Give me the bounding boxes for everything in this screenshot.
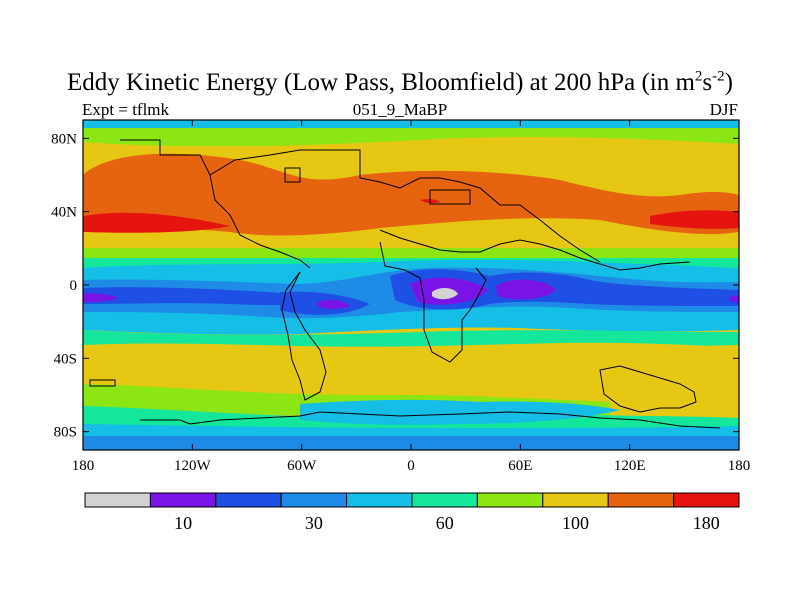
- colorbar-swatch: [673, 492, 740, 508]
- plot-title: Eddy Kinetic Energy (Low Pass, Bloomfiel…: [67, 68, 733, 96]
- colorbar-swatch: [346, 492, 413, 508]
- eke-field: [83, 120, 739, 450]
- colorbar-label: 30: [305, 513, 323, 533]
- coastlines: [89, 139, 721, 429]
- colorbar-label: 60: [436, 513, 454, 533]
- run-label: 051_9_MaBP: [352, 100, 448, 119]
- colorbar-swatch: [215, 492, 282, 508]
- colorbar-swatch: [280, 492, 348, 508]
- colorbar-swatch: [542, 492, 609, 508]
- x-tick-label: 60E: [508, 458, 532, 474]
- y-axis: 80N 40N 0 40S 80S: [51, 131, 739, 441]
- x-tick-label: 120E: [614, 458, 646, 474]
- x-tick-label: 0: [407, 458, 415, 474]
- colorbar-swatch: [84, 492, 151, 508]
- y-tick-label: 80N: [51, 131, 77, 147]
- y-tick-label: 40N: [51, 205, 77, 221]
- colorbar-swatch: [411, 492, 478, 508]
- colorbar-label: 180: [693, 513, 720, 533]
- colorbar-label: 100: [562, 513, 589, 533]
- colorbar-swatch: [149, 492, 217, 508]
- x-tick-label: 120W: [174, 458, 212, 474]
- x-tick-label: 180: [728, 458, 751, 474]
- y-tick-label: 0: [70, 278, 78, 294]
- y-tick-label: 80S: [54, 425, 77, 441]
- colorbar-swatch: [607, 492, 675, 508]
- season-label: DJF: [709, 100, 738, 119]
- colorbar-label: 10: [174, 513, 192, 533]
- x-axis: 180 120W 60W 0 60E 120E 180: [72, 120, 751, 474]
- colorbar: 10 30 60 100 180: [84, 492, 740, 533]
- y-tick-label: 40S: [54, 351, 77, 367]
- x-tick-label: 60W: [287, 458, 317, 474]
- experiment-label: Expt = tflmk: [82, 100, 170, 119]
- x-tick-label: 180: [72, 458, 95, 474]
- colorbar-swatch: [476, 492, 544, 508]
